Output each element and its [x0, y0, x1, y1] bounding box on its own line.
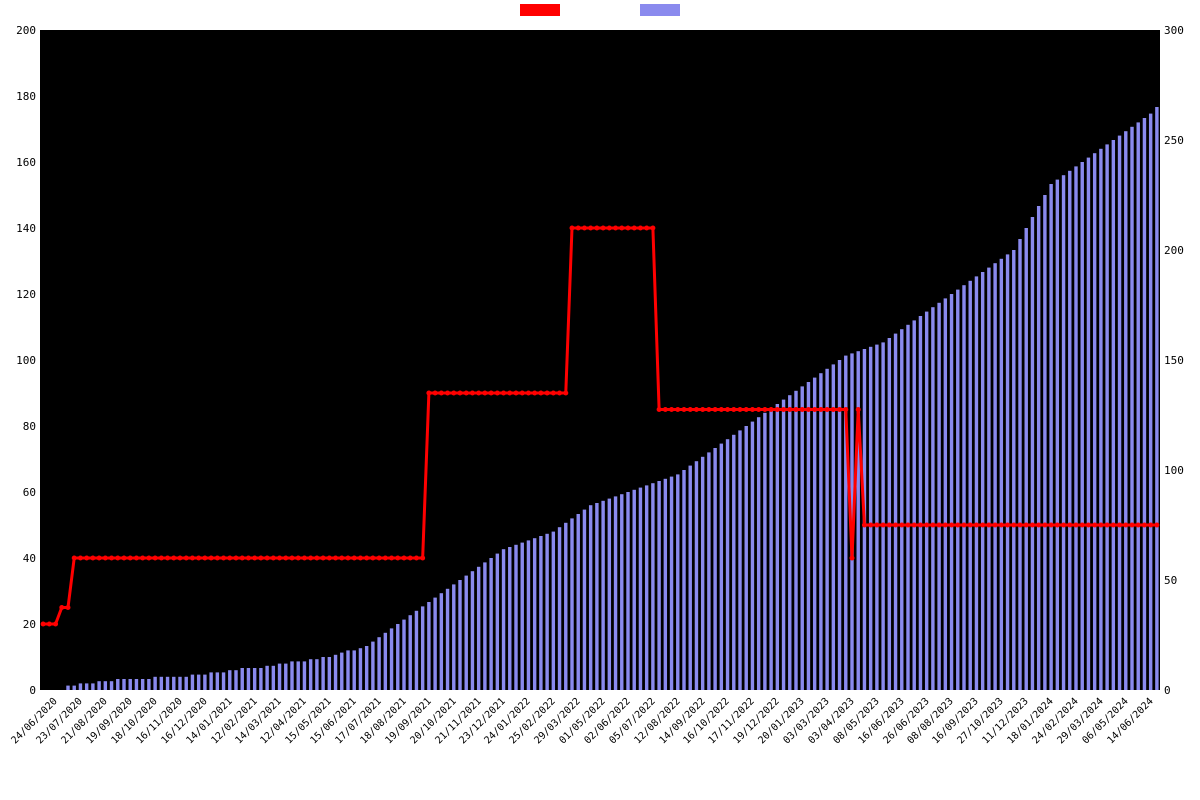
- y-left-tick: 200: [0, 24, 36, 37]
- y-left-tick: 20: [0, 618, 36, 631]
- y-axis-right: 050100150200250300: [1162, 30, 1200, 690]
- y-right-tick: 250: [1164, 134, 1200, 147]
- y-right-tick: 150: [1164, 354, 1200, 367]
- y-right-tick: 200: [1164, 244, 1200, 257]
- chart-container: 0 20 40 60 80 100 120 140 160 180 200 0 50 100 150 200…: [0, 0, 1200, 800]
- y-axis-left: 020406080100120140160180200: [0, 30, 38, 690]
- legend-item-line: [520, 4, 560, 16]
- y-left-tick: 160: [0, 156, 36, 169]
- y-right-tick: 300: [1164, 24, 1200, 37]
- y-right-tick: 50: [1164, 574, 1200, 587]
- legend-item-bar: [640, 4, 680, 16]
- legend: [0, 4, 1200, 16]
- x-axis: 24/06/202023/07/202021/08/202019/09/2020…: [40, 690, 1160, 800]
- y-right-tick: 0: [1164, 684, 1200, 697]
- y-left-tick: 140: [0, 222, 36, 235]
- y-right-tick: 100: [1164, 464, 1200, 477]
- y-left-tick: 80: [0, 420, 36, 433]
- y-left-tick: 120: [0, 288, 36, 301]
- y-left-tick: 40: [0, 552, 36, 565]
- legend-swatch-bar: [640, 4, 680, 16]
- legend-swatch-line: [520, 4, 560, 16]
- y-left-tick: 60: [0, 486, 36, 499]
- line-layer: [40, 30, 1160, 690]
- y-left-tick: 180: [0, 90, 36, 103]
- y-left-tick: 100: [0, 354, 36, 367]
- y-left-tick: 0: [0, 684, 36, 697]
- plot-area: [40, 30, 1160, 690]
